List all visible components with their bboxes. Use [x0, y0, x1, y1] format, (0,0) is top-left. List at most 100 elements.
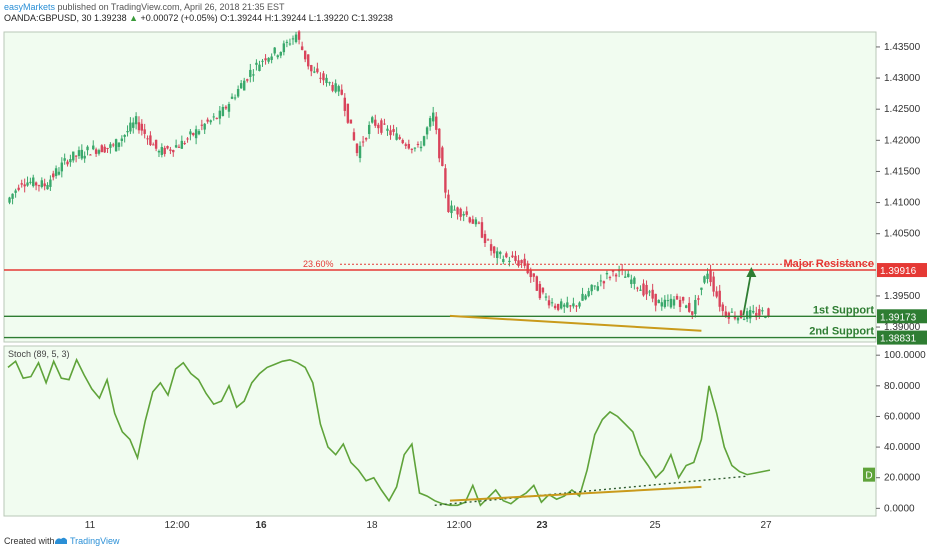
price-axis-tick: 1.41000 — [884, 198, 921, 209]
candle-body — [761, 310, 764, 312]
candle-body — [764, 316, 767, 318]
candle-body — [660, 302, 663, 307]
candle-body — [703, 276, 706, 283]
candle-body — [645, 284, 648, 295]
candle-body — [134, 116, 138, 125]
candle-body — [709, 269, 712, 283]
candle-body — [331, 85, 334, 91]
candle-body — [663, 299, 667, 307]
time-axis-tick: 27 — [760, 520, 772, 531]
symbol-info: OANDA:GBPUSD, 30 1.39238 ▲ +0.00072 (+0.… — [4, 13, 393, 23]
candle-body — [422, 136, 426, 146]
candle-body — [20, 183, 23, 185]
candle-body — [499, 251, 502, 255]
candle-body — [129, 122, 132, 132]
tradingview-logo-icon — [55, 537, 67, 544]
candle-body — [303, 50, 307, 60]
candle-body — [584, 295, 587, 300]
candle-body — [395, 133, 398, 140]
stoch-current-label: D — [865, 471, 872, 482]
candle-body — [651, 289, 654, 299]
candle-body — [120, 138, 124, 141]
candle-body — [343, 97, 347, 111]
fib-level-label: 23.60% — [303, 259, 334, 269]
candle-body — [224, 106, 228, 109]
candle-body — [767, 308, 770, 317]
time-axis-tick: 12:00 — [164, 520, 189, 531]
price-panel-bg — [3, 31, 877, 343]
candle-body — [672, 299, 676, 306]
candle-body — [252, 74, 255, 76]
candle-body — [456, 207, 459, 215]
candle-body — [569, 305, 572, 307]
candle-body — [285, 41, 289, 43]
price-axis-tick: 1.43500 — [884, 42, 921, 53]
candle-body — [718, 290, 721, 307]
candle-body — [8, 197, 11, 203]
candle-body — [97, 150, 101, 154]
stoch-axis-tick: 80.0000 — [884, 381, 921, 392]
candle-body — [137, 122, 141, 131]
candle-body — [712, 276, 715, 292]
stoch-axis-tick: 100.0000 — [884, 350, 926, 361]
candle-body — [206, 119, 209, 122]
candle-body — [730, 311, 734, 313]
candle-body — [630, 279, 633, 285]
candle-body — [496, 251, 499, 258]
candle-body — [745, 311, 749, 319]
candle-body — [358, 145, 362, 159]
candle-body — [297, 31, 301, 40]
candle-body — [386, 128, 389, 131]
candle-body — [200, 124, 204, 126]
stoch-current-marker — [863, 467, 875, 482]
candle-body — [192, 133, 195, 136]
price-axis-tick: 1.41500 — [884, 166, 921, 177]
tradingview-brand[interactable]: TradingView — [70, 536, 120, 546]
candle-body — [32, 177, 35, 187]
candle-body — [11, 193, 14, 199]
candle-body — [581, 293, 584, 301]
candle-body — [435, 116, 438, 130]
candle-body — [233, 97, 237, 99]
price-change: +0.00072 (+0.05%) — [140, 13, 218, 23]
candle-body — [183, 143, 186, 145]
candle-body — [706, 273, 709, 279]
candle-body — [215, 117, 218, 119]
candle-body — [249, 69, 252, 77]
candle-body — [186, 138, 189, 140]
candle-body — [748, 309, 752, 319]
candle-body — [486, 239, 490, 241]
second-support-label: 2nd Support — [809, 326, 874, 338]
candle-body — [54, 168, 58, 177]
stoch-title: Stoch (89, 5, 3) — [8, 349, 70, 359]
candle-body — [60, 162, 64, 172]
candle-body — [100, 145, 104, 153]
candle-body — [109, 144, 112, 148]
major-resistance-price-tag — [877, 263, 927, 278]
stoch-axis-tick: 60.0000 — [884, 411, 921, 422]
candle-body — [243, 80, 246, 91]
candle-body — [587, 291, 590, 297]
candle-body — [633, 277, 636, 284]
candle-body — [89, 154, 92, 156]
author-link[interactable]: easyMarkets — [4, 2, 56, 12]
candle-body — [123, 134, 126, 137]
candle-body — [715, 291, 718, 297]
time-axis-tick: 11 — [85, 520, 96, 531]
candle-body — [419, 146, 423, 149]
candle-body — [261, 60, 264, 62]
candle-body — [132, 122, 135, 128]
candle-body — [532, 273, 535, 277]
candle-body — [349, 119, 353, 124]
ohlc-open: O:1.39244 — [220, 13, 263, 23]
candle-body — [264, 58, 267, 61]
candle-body — [154, 139, 158, 149]
candle-body — [334, 83, 337, 92]
candle-body — [355, 143, 359, 154]
candle-body — [755, 312, 758, 318]
candle-body — [17, 187, 20, 190]
chart-area[interactable]: 1.43500 1.43000 1.42500 1.42000 1.41500 1.410… — [0, 24, 932, 537]
chart-svg[interactable]: 1.43500 1.43000 1.42500 1.42000 1.41500 1.410… — [0, 24, 932, 537]
candle-body — [575, 305, 578, 307]
candle-body — [63, 158, 66, 161]
